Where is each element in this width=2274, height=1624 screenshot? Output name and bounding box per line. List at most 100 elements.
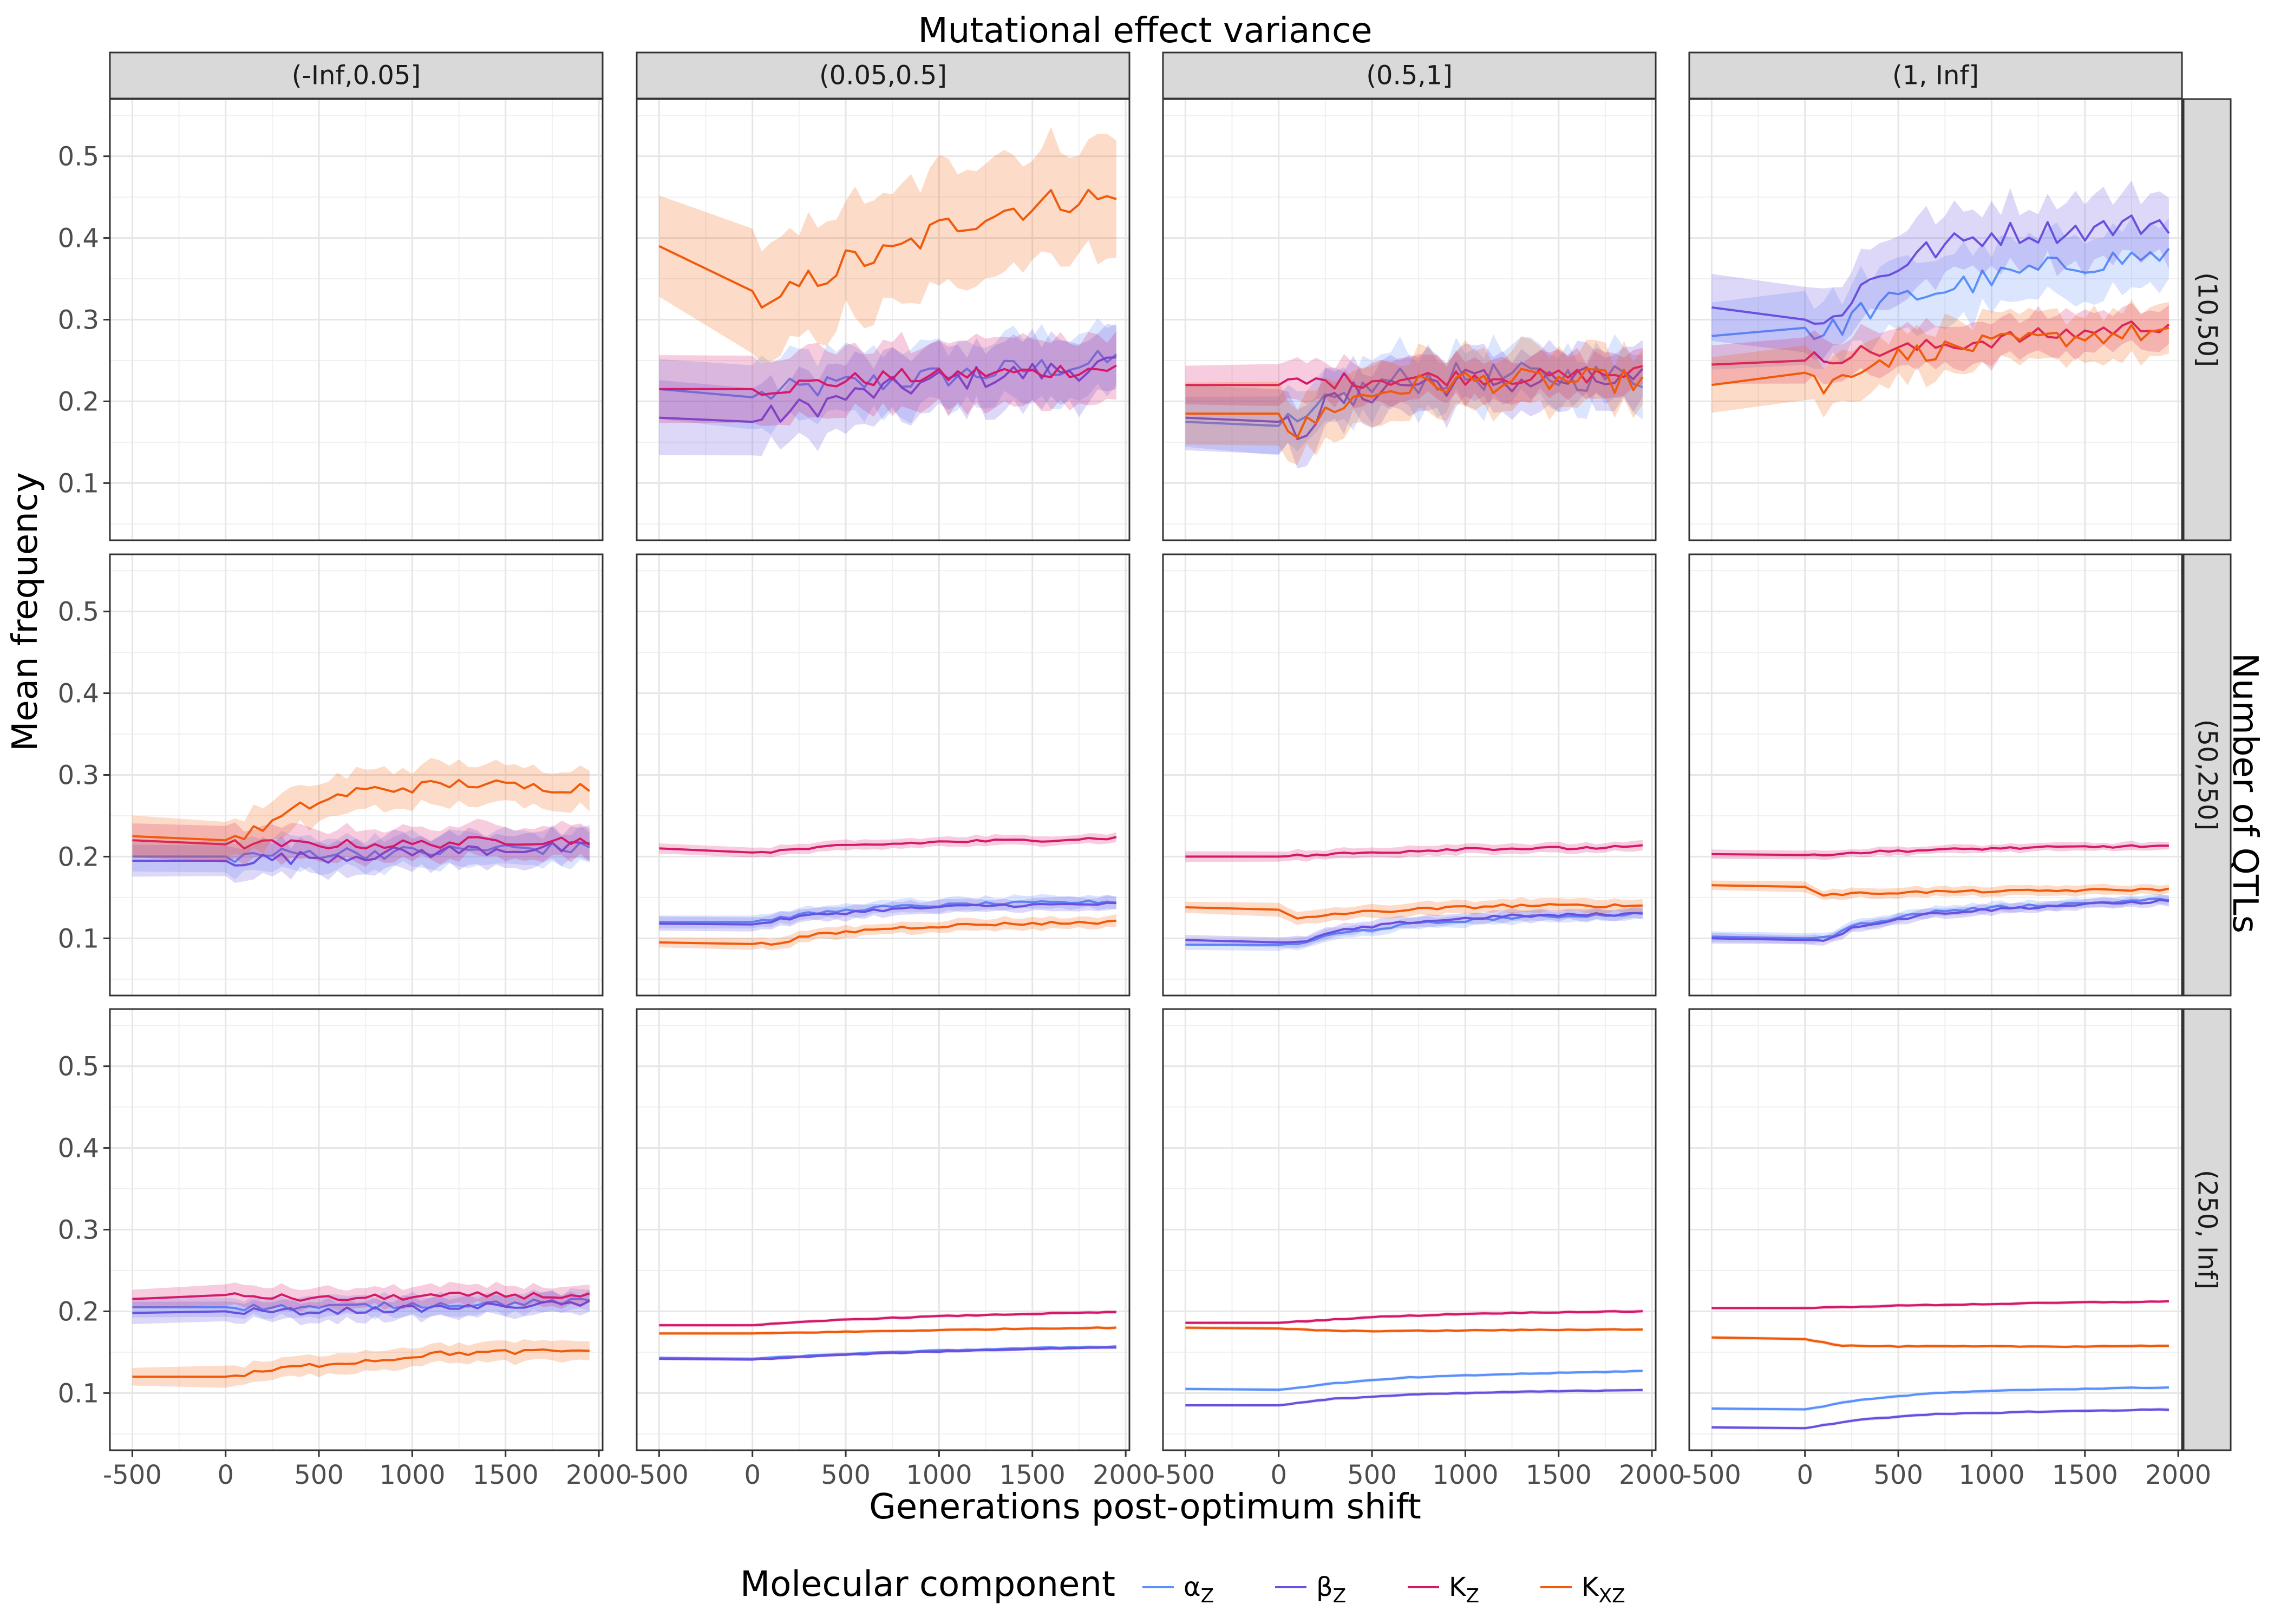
gridlines — [1163, 1009, 1656, 1450]
row-strip-box — [2182, 98, 2232, 541]
legend-title: Molecular component — [740, 1564, 1115, 1605]
series-line-KXZ — [132, 1348, 590, 1378]
panel-series — [1711, 180, 2170, 418]
x-tick-label: 0 — [744, 1460, 761, 1490]
panel-border — [1162, 1008, 1657, 1451]
series-line-KXZ — [1185, 1326, 1643, 1333]
y-tick-label: 0.5 — [58, 142, 99, 172]
ci-band-KXZ — [1711, 299, 2169, 418]
facet-panel — [636, 98, 1131, 541]
panel-series — [1185, 334, 1644, 469]
x-tick-label: 1000 — [1432, 1460, 1498, 1490]
column-strip-label: (1, Inf] — [1892, 61, 1979, 91]
series-line-beta — [1185, 1389, 1643, 1406]
gridlines — [1163, 99, 1656, 540]
row-strip-box — [2182, 553, 2232, 997]
series-line-beta — [1711, 899, 2170, 942]
panel-series — [132, 1281, 590, 1388]
y-axis-title: Mean frequency — [5, 472, 45, 751]
ci-band-K — [659, 331, 1116, 426]
row-strip-label: (250, Inf] — [2192, 1170, 2223, 1289]
series-line-beta — [1185, 912, 1643, 944]
y-tick-label: 0.3 — [58, 305, 99, 336]
facet-panel — [1688, 553, 2183, 997]
y-tick-label: 0.5 — [58, 597, 99, 627]
series-line-K — [1185, 365, 1643, 390]
series-line-KXZ — [1711, 324, 2170, 395]
column-strip: (1, Inf] — [1688, 51, 2183, 100]
gridlines — [637, 554, 1129, 996]
x-tick-label: 0 — [1796, 1460, 1813, 1490]
series-line-K — [1711, 844, 2169, 857]
x-tick-label: -500 — [1682, 1460, 1741, 1490]
panel-series — [658, 127, 1118, 456]
facet-panel — [109, 1008, 604, 1451]
series-line-alpha — [659, 899, 1117, 924]
gridlines — [637, 99, 1129, 540]
facet-panel — [636, 1008, 1131, 1451]
ci-band-beta — [132, 1289, 590, 1326]
column-strip: (0.05,0.5] — [636, 51, 1131, 100]
series-line-K — [1711, 1300, 2169, 1309]
x-tick-label: 1500 — [1526, 1460, 1592, 1490]
facet-panel — [1688, 98, 2183, 541]
y-tick-label: 0.2 — [58, 1296, 99, 1327]
ci-band-alpha — [1185, 334, 1643, 455]
y-tick-label: 0.2 — [58, 842, 99, 872]
facet-panel — [109, 98, 604, 541]
series-line-K — [1711, 320, 2170, 366]
panel-border — [1162, 98, 1657, 541]
legend-label: βZ — [1316, 1572, 1346, 1607]
row-strip-box — [2182, 1008, 2232, 1451]
panel-series — [132, 758, 591, 883]
column-strip-box — [1688, 51, 2183, 100]
column-strip-label: (0.5,1] — [1366, 61, 1453, 91]
series-line-K — [1185, 1310, 1643, 1324]
legend: Molecular component αZ βZ KZ KXZ — [740, 1564, 1625, 1607]
legend-label: KXZ — [1582, 1572, 1625, 1607]
facet-panel — [636, 553, 1131, 997]
x-tick-label: 2000 — [566, 1460, 632, 1490]
series-line-alpha — [1711, 247, 2170, 340]
x-tick-label: -500 — [630, 1460, 689, 1490]
ci-band-beta — [1711, 895, 2169, 946]
ci-band-K — [132, 818, 590, 867]
column-strip-label: (0.05,0.5] — [819, 61, 947, 91]
series-line-alpha — [1185, 1370, 1643, 1391]
y-tick-label: 0.3 — [58, 761, 99, 791]
series-line-KXZ — [1711, 884, 2170, 897]
panel-border — [1688, 98, 2183, 541]
panel-series — [659, 832, 1117, 951]
facet-panel — [1162, 98, 1657, 541]
x-tick-label: 1500 — [999, 1460, 1066, 1490]
x-tick-label: 2000 — [2145, 1460, 2211, 1490]
x-tick-label: -500 — [103, 1460, 162, 1490]
legend-label: αZ — [1184, 1572, 1214, 1607]
ci-band-beta — [659, 324, 1116, 456]
series-line-beta — [659, 356, 1116, 423]
y-tick-label: 0.4 — [58, 224, 99, 254]
panel-series — [1711, 1299, 2169, 1430]
panel-border — [636, 98, 1131, 541]
x-tick-label: 1000 — [379, 1460, 445, 1490]
ci-band-beta — [1711, 180, 2169, 360]
x-axis-title: Generations post-optimum shift — [869, 1487, 1421, 1527]
row-strip-label: (10,50] — [2192, 272, 2223, 367]
series-line-beta — [659, 901, 1116, 926]
facet-panel — [1162, 553, 1657, 997]
gridlines — [1689, 1009, 2182, 1450]
series-line-KXZ — [1185, 903, 1643, 920]
panel-border — [1162, 553, 1657, 997]
ci-band-alpha — [132, 824, 590, 880]
y-tick-label: 0.4 — [58, 1134, 99, 1164]
series-line-beta — [132, 1300, 590, 1316]
legend-items: αZ βZ KZ KXZ — [1142, 1572, 1625, 1607]
facet-panel — [1162, 1008, 1657, 1451]
column-strip-label: (-Inf,0.05] — [292, 61, 421, 91]
series-line-KXZ — [132, 778, 591, 842]
y-tick-label: 0.1 — [58, 1378, 99, 1409]
panel-border — [1688, 553, 2183, 997]
panel-border — [636, 553, 1131, 997]
column-strip: (-Inf,0.05] — [109, 51, 604, 100]
